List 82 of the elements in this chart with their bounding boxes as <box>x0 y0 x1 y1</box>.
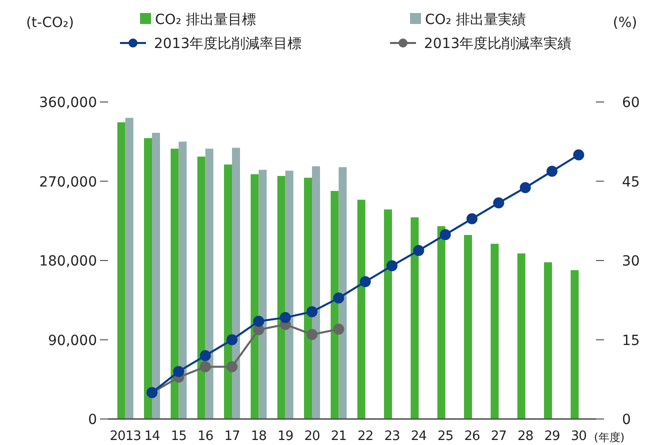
bar <box>517 253 526 419</box>
y-tick-label: 180,000 <box>39 254 97 270</box>
point <box>546 166 558 177</box>
point <box>173 366 184 377</box>
point <box>200 361 211 372</box>
point <box>253 316 264 327</box>
bar <box>205 148 214 419</box>
y-axis-title: (t-CO₂) <box>26 15 74 31</box>
x-tick-label: 23 <box>384 429 400 444</box>
point <box>360 276 371 288</box>
point <box>413 244 424 256</box>
point <box>226 361 238 372</box>
point <box>333 324 344 335</box>
bar <box>170 148 179 419</box>
bar <box>125 118 134 419</box>
x-tick-label: 22 <box>358 429 374 444</box>
x-tick-label: 15 <box>170 429 187 444</box>
bar <box>570 270 579 419</box>
point <box>493 197 504 208</box>
bar <box>330 190 339 419</box>
x-tick-label: 30 <box>570 429 587 444</box>
point <box>226 334 238 346</box>
y-tick-label: 270,000 <box>39 174 97 190</box>
legend-label: CO₂ 排出量目標 <box>155 12 256 28</box>
point <box>306 306 318 318</box>
y2-tick-label: 0 <box>622 412 631 428</box>
x-tick-label: 21 <box>330 429 347 444</box>
y2-tick-label: 30 <box>622 254 640 270</box>
bar <box>357 200 366 419</box>
y2-tick-label: 15 <box>622 332 640 349</box>
x-tick-label: 2013 <box>110 429 142 444</box>
x-tick-label: 28 <box>518 429 534 444</box>
bar <box>250 174 259 419</box>
bar <box>197 156 206 419</box>
y-tick-label: 360,000 <box>39 95 97 111</box>
bar <box>304 178 312 419</box>
bar <box>277 176 286 419</box>
bar <box>490 244 499 419</box>
x-tick-label: 29 <box>544 429 560 444</box>
bar <box>152 132 160 419</box>
x-tick-label: 19 <box>278 429 294 444</box>
bar <box>464 234 472 419</box>
bar <box>544 262 552 419</box>
bar <box>285 170 294 419</box>
legend-label: CO₂ 排出量実績 <box>425 12 526 28</box>
legend-label: 2013年度比削減率目標 <box>154 36 302 52</box>
point <box>573 149 584 160</box>
y2-tick-label: 45 <box>622 174 640 190</box>
point <box>386 260 398 272</box>
y-tick-label: 90,000 <box>48 332 97 349</box>
x-tick-label: 27 <box>490 429 507 444</box>
bar <box>232 148 240 419</box>
x-tick-label: 20 <box>304 429 320 444</box>
x-axis-title: (年度) <box>594 431 625 444</box>
y-tick-label: 0 <box>88 412 97 428</box>
bar <box>437 226 446 419</box>
bar <box>224 164 232 419</box>
x-tick-label: 26 <box>464 429 480 444</box>
x-tick-label: 18 <box>250 429 267 444</box>
legend-label: 2013年度比削減率実績 <box>424 36 572 52</box>
x-tick-label: 25 <box>438 429 454 444</box>
bar <box>178 142 187 419</box>
y2-axis-title: (%) <box>612 15 638 31</box>
point <box>306 328 318 340</box>
x-tick-label: 14 <box>144 429 160 444</box>
point <box>280 312 291 324</box>
bar <box>117 122 126 419</box>
bar <box>384 209 392 419</box>
bar <box>258 170 267 419</box>
bar <box>338 167 347 419</box>
point <box>520 182 531 194</box>
y2-tick-label: 60 <box>622 95 640 111</box>
x-tick-label: 17 <box>224 429 240 444</box>
point <box>333 292 344 304</box>
bar <box>312 166 320 419</box>
point <box>466 213 478 224</box>
point <box>440 229 451 240</box>
x-tick-label: 16 <box>198 429 214 444</box>
point <box>200 350 211 362</box>
x-tick-label: 24 <box>410 429 427 444</box>
bar <box>144 138 152 419</box>
bar <box>410 217 419 419</box>
